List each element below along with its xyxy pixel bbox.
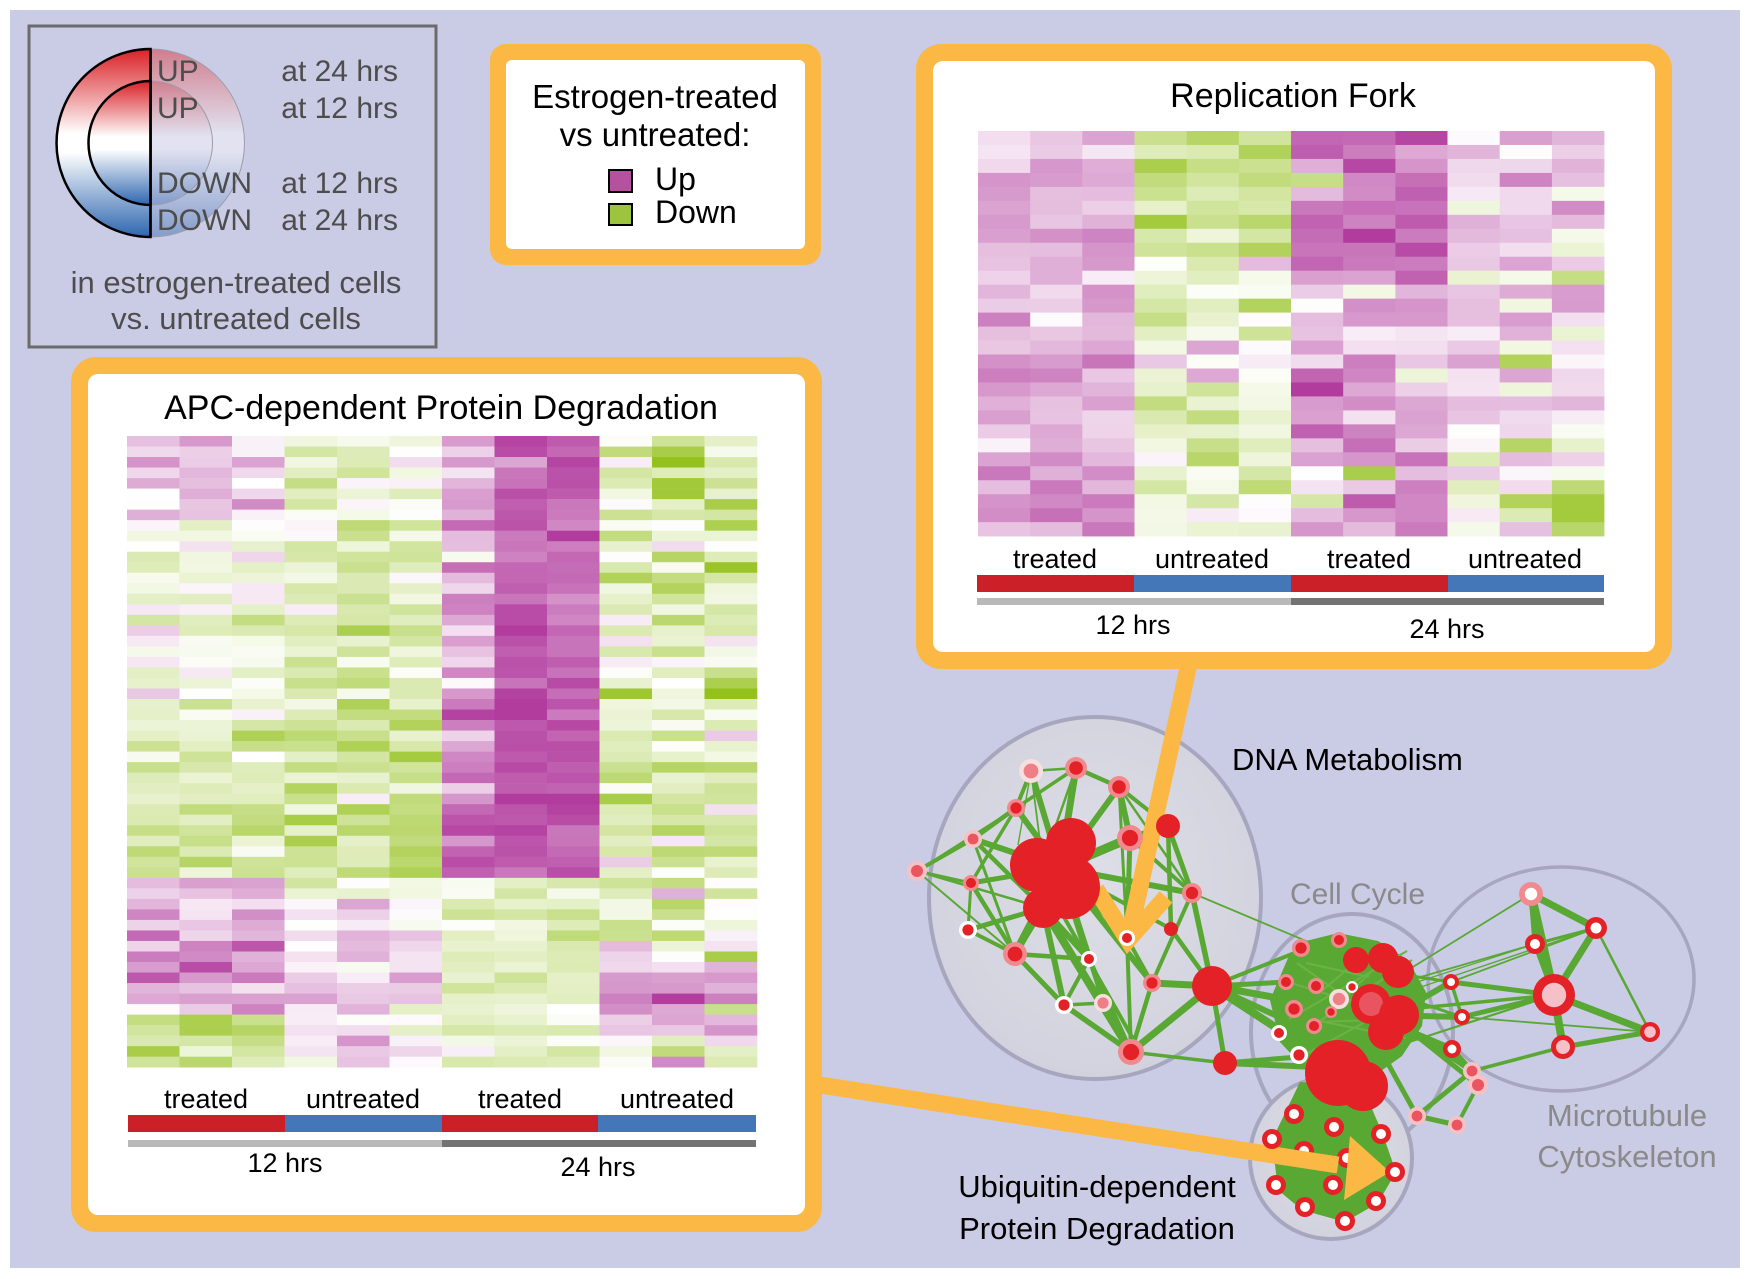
svg-text:Estrogen-treated: Estrogen-treated	[532, 78, 778, 115]
svg-text:24 hrs: 24 hrs	[1409, 614, 1484, 644]
svg-text:Down: Down	[655, 194, 737, 230]
svg-text:at 12 hrs: at 12 hrs	[281, 167, 398, 200]
svg-text:Cell Cycle: Cell Cycle	[1290, 878, 1425, 911]
svg-text:untreated: untreated	[620, 1084, 734, 1114]
svg-text:vs untreated:: vs untreated:	[560, 116, 751, 153]
svg-text:UP: UP	[157, 92, 199, 125]
svg-text:Protein Degradation: Protein Degradation	[959, 1211, 1235, 1246]
svg-text:12 hrs: 12 hrs	[1095, 610, 1170, 640]
svg-text:untreated: untreated	[1155, 544, 1269, 574]
svg-text:Cytoskeleton: Cytoskeleton	[1537, 1139, 1716, 1174]
svg-text:Ubiquitin-dependent: Ubiquitin-dependent	[958, 1169, 1236, 1204]
svg-text:treated: treated	[1327, 544, 1411, 574]
svg-text:vs. untreated cells: vs. untreated cells	[111, 301, 361, 336]
svg-text:24 hrs: 24 hrs	[560, 1152, 635, 1182]
svg-text:untreated: untreated	[1468, 544, 1582, 574]
svg-text:at 12 hrs: at 12 hrs	[281, 92, 398, 125]
svg-text:Replication Fork: Replication Fork	[1170, 77, 1417, 115]
svg-text:DOWN: DOWN	[157, 167, 252, 200]
svg-text:treated: treated	[478, 1084, 562, 1114]
svg-text:DNA Metabolism: DNA Metabolism	[1232, 742, 1463, 777]
svg-text:at 24 hrs: at 24 hrs	[281, 204, 398, 237]
svg-text:treated: treated	[1013, 544, 1097, 574]
svg-text:Up: Up	[655, 161, 696, 197]
svg-text:treated: treated	[164, 1084, 248, 1114]
svg-text:at 24 hrs: at 24 hrs	[281, 55, 398, 88]
svg-text:APC-dependent Protein Degradat: APC-dependent Protein Degradation	[164, 389, 718, 427]
svg-text:untreated: untreated	[306, 1084, 420, 1114]
svg-text:Microtubule: Microtubule	[1547, 1098, 1707, 1133]
svg-text:DOWN: DOWN	[157, 204, 252, 237]
svg-text:12 hrs: 12 hrs	[247, 1148, 322, 1178]
svg-text:in estrogen-treated cells: in estrogen-treated cells	[71, 265, 402, 300]
svg-text:UP: UP	[157, 55, 199, 88]
